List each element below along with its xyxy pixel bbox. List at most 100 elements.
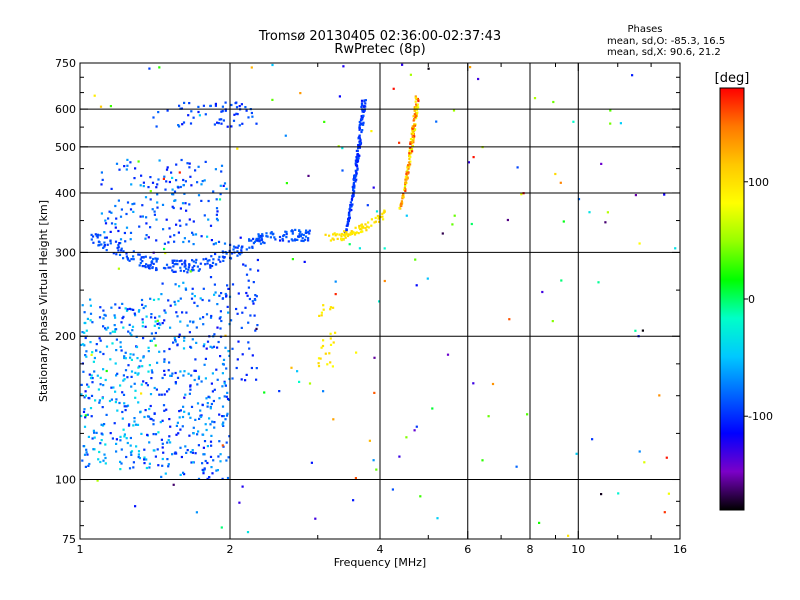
data-point: [663, 193, 666, 196]
data-point: [102, 246, 105, 249]
data-point: [352, 188, 355, 191]
data-point: [122, 428, 125, 431]
data-point: [187, 372, 190, 375]
data-point: [133, 420, 136, 423]
data-point: [189, 416, 192, 419]
data-point: [411, 129, 414, 132]
data-point: [158, 159, 161, 162]
data-point: [196, 181, 199, 184]
data-point: [634, 194, 637, 197]
data-point: [191, 292, 194, 295]
data-point: [129, 444, 132, 447]
data-point: [99, 339, 102, 342]
data-point: [116, 409, 119, 412]
data-point: [263, 391, 266, 394]
data-point: [226, 397, 230, 401]
data-point: [120, 448, 123, 451]
data-point: [219, 184, 222, 187]
data-point: [184, 259, 187, 262]
data-point: [179, 370, 182, 373]
data-point: [130, 334, 133, 337]
data-point: [141, 260, 144, 263]
data-point: [215, 469, 218, 472]
data-point: [308, 382, 312, 385]
data-point: [350, 208, 353, 212]
data-point: [357, 157, 360, 160]
data-point: [300, 233, 303, 236]
data-point: [274, 238, 277, 241]
data-point: [126, 308, 129, 311]
data-point: [171, 453, 174, 456]
colorbar-unit: [deg]: [715, 71, 750, 86]
data-point: [226, 476, 230, 480]
data-point: [216, 326, 219, 329]
data-point: [441, 232, 444, 235]
data-point: [179, 409, 182, 412]
data-point: [398, 141, 401, 144]
data-point: [215, 198, 218, 201]
data-point: [417, 99, 420, 103]
data-point: [174, 371, 177, 375]
data-point: [240, 378, 243, 381]
data-point: [92, 241, 95, 244]
data-point: [242, 263, 245, 266]
data-point: [591, 438, 594, 441]
data-point: [281, 237, 284, 240]
data-point: [260, 239, 263, 242]
data-point: [179, 473, 182, 476]
data-point: [163, 360, 166, 363]
data-point: [452, 109, 456, 112]
data-point: [219, 327, 222, 330]
data-point: [196, 433, 199, 436]
data-point: [202, 433, 205, 436]
data-point: [110, 187, 113, 190]
data-point: [213, 421, 216, 424]
data-point: [148, 364, 151, 367]
data-point: [126, 201, 130, 204]
data-point: [202, 470, 205, 473]
data-point: [221, 110, 224, 113]
data-point: [220, 164, 224, 167]
data-point: [122, 250, 125, 253]
data-point: [272, 232, 275, 235]
data-point: [254, 329, 257, 332]
data-point: [245, 291, 248, 295]
data-point: [115, 450, 118, 453]
data-point: [346, 221, 349, 224]
data-point: [154, 455, 157, 458]
data-point: [254, 298, 257, 302]
data-point: [172, 193, 175, 196]
data-point: [189, 388, 192, 391]
data-point: [266, 235, 269, 238]
data-point: [404, 189, 407, 192]
data-point: [149, 190, 152, 193]
data-point: [137, 160, 140, 163]
data-point: [358, 154, 361, 157]
data-point: [301, 237, 304, 240]
data-point: [200, 380, 203, 383]
data-point: [164, 311, 167, 314]
data-point: [299, 230, 302, 234]
data-point: [189, 345, 192, 348]
data-point: [209, 224, 213, 227]
data-point: [254, 294, 257, 297]
data-point: [89, 312, 93, 315]
data-point: [166, 441, 169, 444]
data-point: [177, 432, 180, 435]
data-point: [290, 230, 293, 233]
data-point: [206, 340, 210, 343]
data-point: [122, 257, 125, 260]
data-point: [98, 401, 101, 404]
data-point: [218, 397, 221, 400]
data-point: [209, 345, 212, 348]
data-point: [84, 390, 87, 393]
data-point: [360, 123, 363, 126]
data-point: [278, 390, 281, 393]
data-point: [237, 252, 241, 255]
data-point: [398, 207, 401, 210]
data-point: [169, 304, 172, 307]
data-point: [117, 199, 120, 202]
data-point: [138, 253, 141, 256]
data-point: [225, 252, 228, 255]
